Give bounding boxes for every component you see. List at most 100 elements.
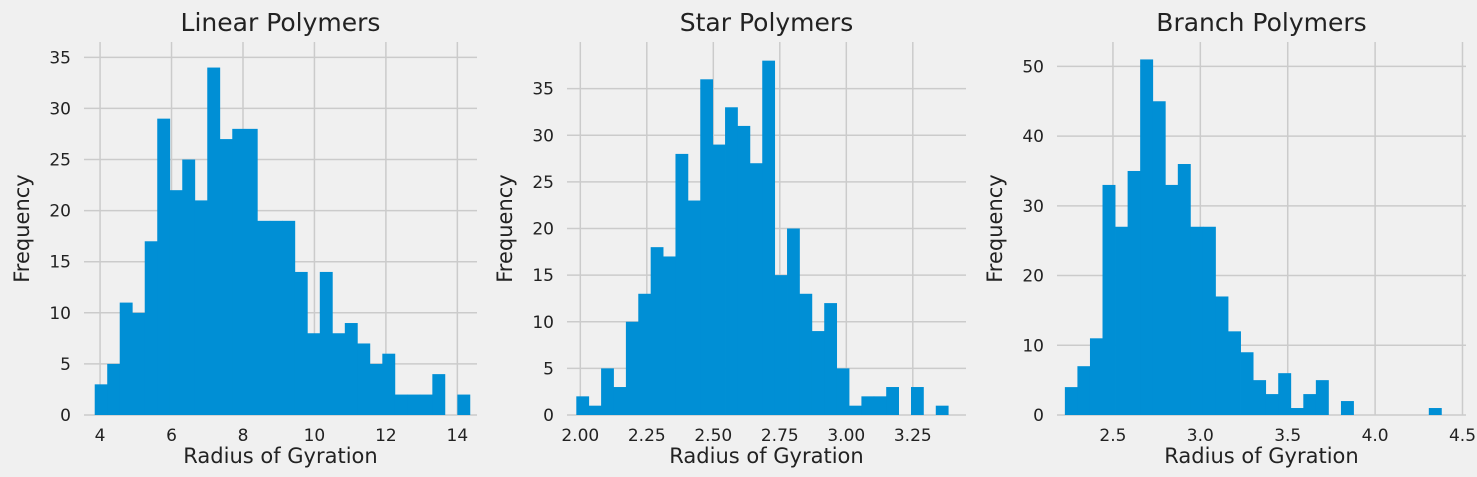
histogram-bar — [232, 128, 246, 415]
histogram-bar — [638, 293, 652, 415]
y-tick-label: 50 — [1022, 57, 1044, 77]
y-tick-label: 0 — [1033, 406, 1044, 426]
histogram-bar — [1278, 373, 1292, 415]
histogram-bar — [650, 247, 664, 415]
histogram-bar — [344, 323, 358, 415]
histogram-bar — [749, 163, 763, 415]
x-tick-label: 3.0 — [1187, 426, 1214, 446]
histogram-bar — [762, 60, 776, 416]
histogram-bar — [1202, 226, 1216, 415]
histogram-bar — [219, 139, 233, 415]
histogram-bar — [94, 384, 108, 415]
histogram-bar — [307, 333, 321, 415]
histogram-bar — [613, 387, 627, 415]
histogram-bar — [1077, 366, 1091, 415]
y-tick-label: 5 — [60, 355, 71, 375]
x-axis-label: Radius of Gyration — [183, 444, 377, 468]
x-tick-label: 2.00 — [561, 426, 599, 446]
chart-panel-1: 0 5 10 15 20 25 30 35 4 6 8 10 12 14 Linear Polymers Ra… — [10, 8, 477, 468]
histogram-bar — [1140, 59, 1154, 416]
histogram-bar — [357, 343, 371, 415]
y-axis-label: Frequency — [983, 174, 1007, 283]
y-tick-label: 30 — [1022, 197, 1044, 217]
histogram-bar — [182, 159, 196, 415]
histogram-bar — [663, 256, 676, 415]
histogram-bar — [282, 220, 296, 415]
histogram-bar — [712, 144, 726, 415]
histogram-bar — [1340, 401, 1354, 415]
histogram-bar — [625, 321, 639, 415]
x-tick-label: 3.5 — [1274, 426, 1301, 446]
histogram-bar — [1215, 296, 1229, 415]
y-tick-label: 15 — [532, 266, 554, 286]
x-tick-label: 2.5 — [1099, 426, 1126, 446]
histogram-bar — [294, 271, 308, 415]
histogram-bar — [132, 312, 146, 415]
chart-title: Linear Polymers — [181, 8, 381, 37]
histogram-bar — [811, 331, 825, 415]
histogram-bar — [861, 396, 875, 415]
histogram-bar — [836, 368, 850, 415]
x-tick-label: 2.25 — [628, 426, 666, 446]
histogram-bar — [107, 363, 121, 415]
y-tick-label: 10 — [532, 313, 554, 333]
histogram-bar — [257, 220, 271, 415]
histogram-bar — [332, 333, 346, 415]
x-tick-label: 4.5 — [1449, 426, 1476, 446]
histogram-bar — [1265, 394, 1279, 415]
histogram-bar — [774, 275, 788, 415]
chart-panel-2: 0 5 10 15 20 25 30 35 2.00 2.25 2.50 2.75 3.00 3.25 St… — [493, 8, 966, 468]
y-tick-label: 0 — [543, 406, 554, 426]
histogram-bar — [873, 396, 887, 415]
histogram-bar — [382, 353, 396, 415]
x-tick-label: 6 — [166, 426, 177, 446]
histogram-bar — [457, 394, 471, 415]
histogram-bar — [1115, 226, 1129, 415]
y-tick-label: 25 — [49, 151, 71, 171]
x-axis-label: Radius of Gyration — [669, 444, 863, 468]
histogram-bar — [1240, 352, 1254, 415]
y-tick-label: 35 — [49, 48, 71, 68]
x-tick-label: 4 — [95, 426, 106, 446]
histogram-bar — [886, 387, 899, 415]
histogram-bar — [1228, 331, 1241, 415]
x-tick-label: 8 — [238, 426, 249, 446]
histogram-bar — [1089, 338, 1103, 415]
histogram-bar — [269, 220, 283, 415]
histogram-bar — [1315, 380, 1329, 415]
chart-panel-3: 0 10 20 30 40 50 2.5 3.0 3.5 4.0 4.5 Branch Polymer… — [983, 8, 1476, 468]
histogram-bar — [601, 368, 614, 415]
x-tick-label: 12 — [375, 426, 397, 446]
histogram-bar — [1428, 408, 1442, 415]
histogram-bar — [1064, 387, 1078, 415]
histogram-bar — [144, 241, 158, 415]
histogram-bar — [319, 271, 333, 415]
histogram-bar — [700, 79, 714, 416]
y-tick-label: 10 — [1022, 336, 1044, 356]
x-tick-label: 3.00 — [827, 426, 865, 446]
histogram-bar — [1177, 164, 1191, 415]
histogram-bar — [369, 363, 383, 415]
chart-title: Star Polymers — [680, 8, 853, 37]
histogram-bar — [725, 107, 738, 416]
histogram-bar — [1290, 408, 1304, 415]
histogram-bar — [394, 394, 408, 415]
histogram-bar — [1165, 184, 1179, 415]
histogram-bar — [1190, 226, 1204, 415]
y-tick-label: 0 — [60, 406, 71, 426]
histogram-bar — [687, 200, 701, 415]
histogram-bar — [935, 405, 949, 415]
histogram-bar — [787, 228, 800, 415]
y-tick-label: 5 — [543, 359, 554, 379]
histogram-bar — [1303, 394, 1317, 415]
y-axis-label: Frequency — [493, 174, 517, 283]
histogram-bar — [824, 303, 838, 415]
histogram-bar — [576, 396, 590, 415]
y-tick-label: 30 — [49, 99, 71, 119]
y-tick-label: 15 — [49, 253, 71, 273]
y-tick-label: 20 — [1022, 267, 1044, 287]
x-tick-label: 3.25 — [894, 426, 932, 446]
y-tick-label: 20 — [49, 202, 71, 222]
histogram-bar — [675, 153, 689, 415]
